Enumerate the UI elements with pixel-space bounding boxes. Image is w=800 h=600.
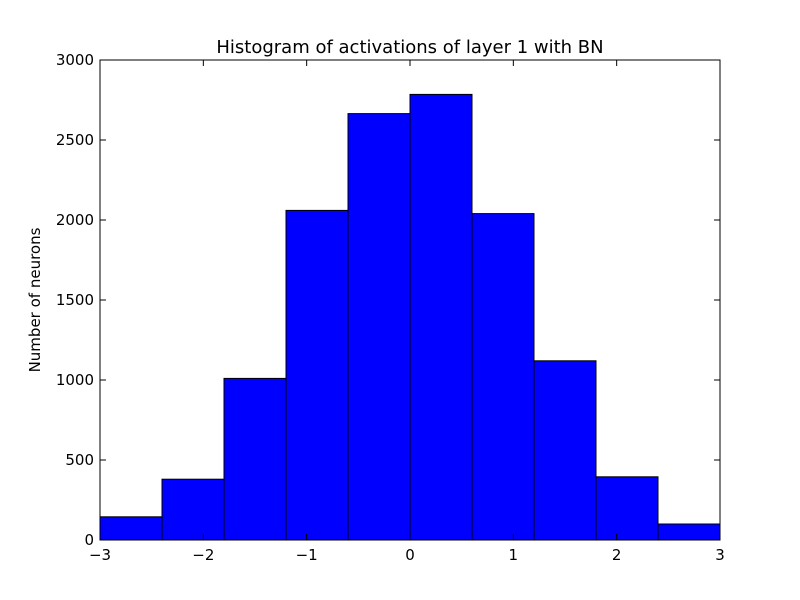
histogram-bar [657, 523, 721, 541]
y-tick-label: 1000 [56, 371, 94, 389]
histogram-bar [533, 360, 597, 541]
y-tick-label: 3000 [56, 51, 94, 69]
x-tick-label: 1 [509, 546, 519, 564]
x-tick-label: 0 [405, 546, 415, 564]
x-tick-label: 3 [715, 546, 725, 564]
y-tick-label: 2000 [56, 211, 94, 229]
x-tick-label: 2 [612, 546, 622, 564]
x-tick-label: −3 [89, 546, 111, 564]
y-axis-label: Number of neurons [26, 227, 44, 372]
histogram-bar [285, 209, 349, 541]
histogram-bar [409, 93, 473, 541]
y-tick-label: 2500 [56, 131, 94, 149]
histogram-bar [161, 478, 225, 541]
histogram-bar [223, 377, 287, 541]
histogram-bar [471, 213, 535, 541]
histogram-bar [99, 516, 163, 541]
y-tick-label: 500 [65, 451, 94, 469]
plot-frame [99, 59, 721, 541]
chart-title: Histogram of activations of layer 1 with… [216, 37, 603, 58]
bars-group [99, 93, 721, 541]
x-tick-label: −2 [192, 546, 214, 564]
histogram-bar [595, 476, 659, 541]
x-tick-label: −1 [296, 546, 318, 564]
y-tick-label: 0 [84, 531, 94, 549]
ticks-group: −3 −2 −1 0 1 2 3 0 500 1000 1500 2000 2500 3000 [56, 51, 725, 564]
histogram-bar [347, 113, 411, 541]
y-tick-label: 1500 [56, 291, 94, 309]
